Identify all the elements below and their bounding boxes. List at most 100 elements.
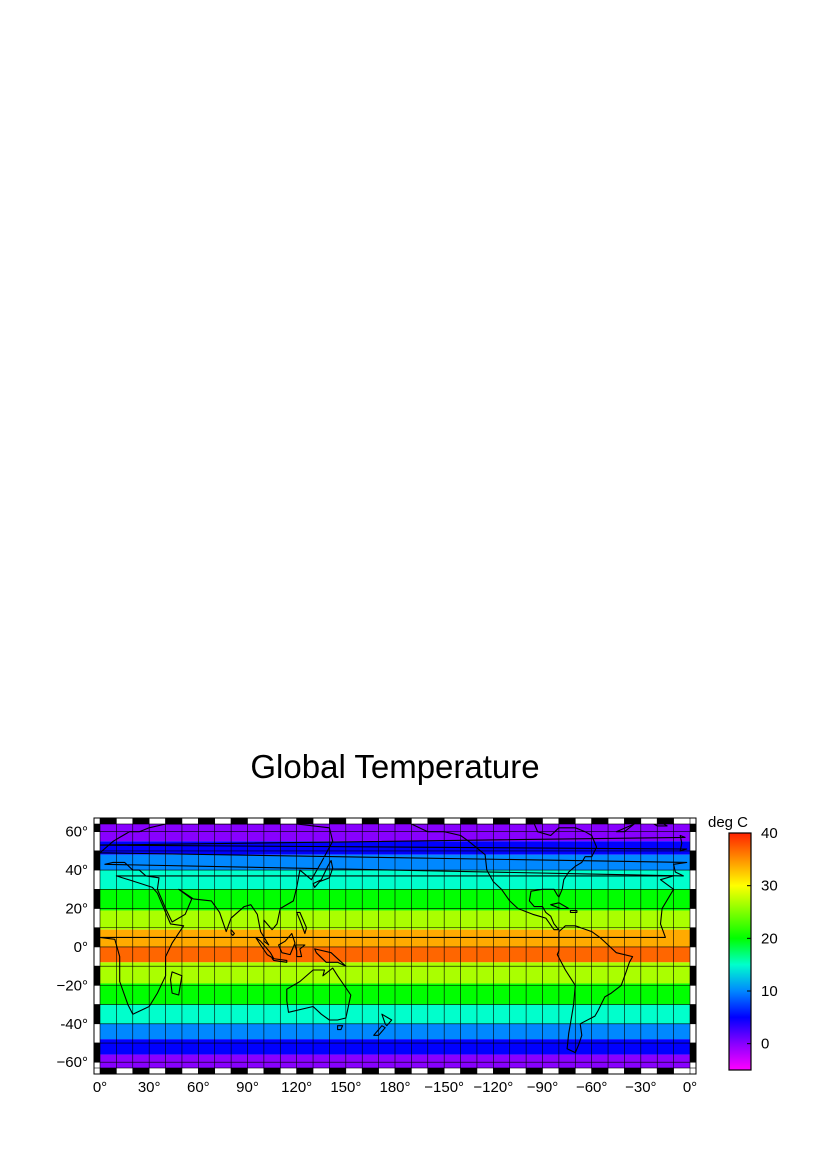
frame-segment-bottom: [345, 1067, 363, 1075]
frame-segment-right: [689, 1023, 697, 1044]
frame-segment-bottom: [394, 1067, 412, 1075]
frame-segment-right: [689, 965, 697, 986]
frame-segment-top: [656, 817, 674, 825]
colorbar-label: deg C: [708, 814, 748, 831]
colorbar: deg C 40 30 20 10 0: [708, 814, 778, 1071]
frame-segment-top: [345, 817, 363, 825]
frame-segment-bottom: [312, 1067, 330, 1075]
frame-segment-top: [99, 817, 117, 825]
graticule: [100, 824, 690, 1068]
frame-segment-top: [296, 817, 314, 825]
frame-segment-left: [93, 831, 101, 852]
frame-segment-bottom: [607, 1067, 625, 1075]
frame-segment-top: [132, 817, 150, 825]
latitude-label: −20°: [57, 977, 88, 994]
longitude-label: −90°: [527, 1079, 558, 1096]
frame-segment-top: [460, 817, 478, 825]
frame-segment-right: [689, 927, 697, 948]
frame-segment-bottom: [460, 1067, 478, 1075]
latitude-label: -40°: [60, 1016, 88, 1033]
frame-segment-bottom: [542, 1067, 560, 1075]
frame-segment-bottom: [673, 1067, 691, 1075]
frame-segment-left: [93, 850, 101, 871]
frame-segment-top: [411, 817, 429, 825]
frame-segment-top: [198, 817, 216, 825]
frame-segment-top: [214, 817, 232, 825]
coastline-14: [373, 1025, 386, 1036]
frame-segment-top: [263, 817, 281, 825]
colorbar-tick-label: 30: [761, 878, 778, 895]
frame-segment-bottom: [443, 1067, 461, 1075]
longitude-label: −60°: [576, 1079, 607, 1096]
frame-segment-bottom: [574, 1067, 592, 1075]
longitude-label: 90°: [236, 1079, 259, 1096]
frame-segment-bottom: [640, 1067, 658, 1075]
frame-segment-right: [689, 1042, 697, 1063]
latitude-label: 60°: [65, 824, 88, 841]
coastline-5: [278, 932, 296, 956]
frame-segment-bottom: [181, 1067, 199, 1075]
longitude-labels: 0° 30° 60° 90° 120° 150° 180° −150° −120° −90° −60…: [93, 1079, 697, 1096]
coastline-1: [169, 971, 183, 996]
frame-segment-left: [93, 927, 101, 948]
longitude-label: 150°: [330, 1079, 361, 1096]
frame-segment-top: [574, 817, 592, 825]
frame-segment-bottom: [263, 1067, 281, 1075]
frame-segment-top: [148, 817, 166, 825]
frame-segment-bottom: [591, 1067, 609, 1075]
frame-segment-bottom: [509, 1067, 527, 1075]
frame-segment-bottom: [361, 1067, 379, 1075]
frame-segment-top: [329, 817, 347, 825]
latitude-label: −60°: [57, 1054, 88, 1071]
frame-segment-right: [689, 869, 697, 890]
longitude-label: 0°: [93, 1079, 107, 1096]
frame-segment-left: [93, 889, 101, 909]
longitude-label: −150°: [424, 1079, 464, 1096]
frame-segment-top: [476, 817, 494, 825]
map-title: Global Temperature: [250, 748, 539, 785]
coastline-0: [99, 875, 675, 1015]
frame-segment-right: [689, 823, 697, 832]
frame-segment-bottom: [230, 1067, 248, 1075]
frame-segment-bottom: [165, 1067, 183, 1075]
longitude-label: −120°: [473, 1079, 513, 1096]
coastline-9: [296, 911, 308, 935]
frame-segment-bottom: [132, 1067, 150, 1075]
frame-segment-bottom: [247, 1067, 265, 1075]
frame-segment-bottom: [558, 1067, 576, 1075]
frame-segment-top: [558, 817, 576, 825]
frame-segment-right: [689, 985, 697, 1005]
frame-segment-top: [427, 817, 445, 825]
latitude-label: 0°: [74, 939, 88, 956]
frame-segment-bottom: [99, 1067, 117, 1075]
frame-segment-left: [93, 823, 101, 832]
frame-segment-bottom: [296, 1067, 314, 1075]
frame-segment-top: [640, 817, 658, 825]
frame-segment-top: [279, 817, 297, 825]
longitude-label: 60°: [187, 1079, 210, 1096]
frame-segment-top: [230, 817, 248, 825]
frame-segment-left: [93, 1004, 101, 1025]
longitude-label: 180°: [379, 1079, 410, 1096]
frame-segment-top: [509, 817, 527, 825]
frame-segment-right: [689, 908, 697, 929]
frame-segment-top: [378, 817, 396, 825]
colorbar-tick-label: 20: [761, 930, 778, 947]
frame-segment-left: [93, 1042, 101, 1063]
map-area: [99, 823, 690, 1068]
frame-segment-bottom: [411, 1067, 429, 1075]
frame-segment-top: [165, 817, 183, 825]
frame-segment-top: [624, 817, 642, 825]
coastline-18: [569, 909, 578, 913]
latitude-label: 20°: [65, 901, 88, 918]
frame-segment-top: [247, 817, 265, 825]
frame-segment-top: [591, 817, 609, 825]
colorbar-tick-label: 0: [761, 1036, 769, 1053]
frame-segment-right: [689, 1061, 697, 1069]
frame-segment-bottom: [493, 1067, 511, 1075]
frame-segment-bottom: [427, 1067, 445, 1075]
latitude-label: 40°: [65, 862, 88, 879]
frame-segment-top: [312, 817, 330, 825]
frame-segment-bottom: [624, 1067, 642, 1075]
